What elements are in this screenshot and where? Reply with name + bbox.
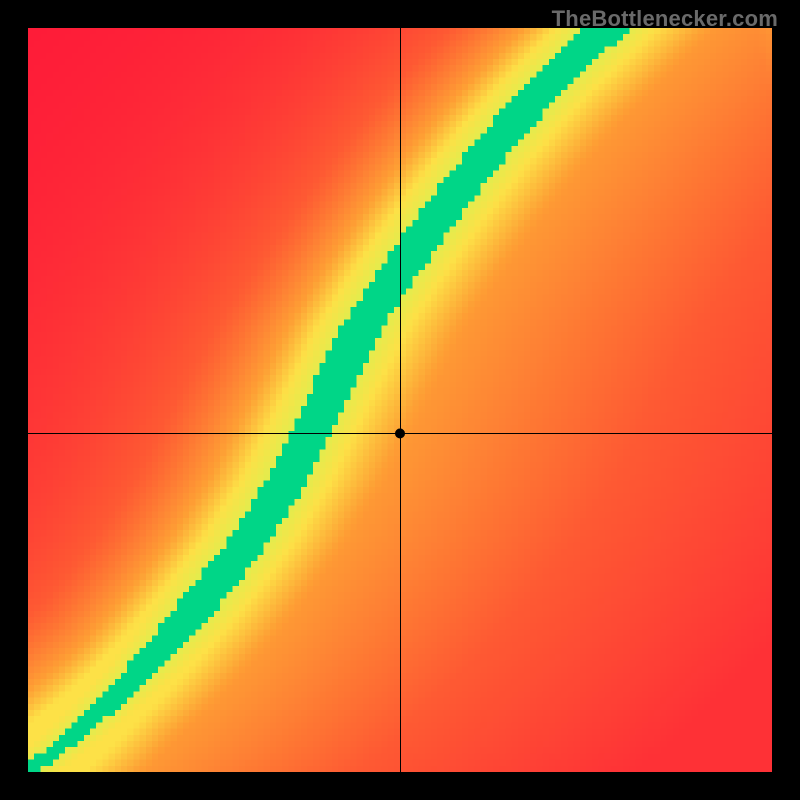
watermark-text: TheBottlenecker.com bbox=[552, 6, 778, 32]
crosshair-overlay bbox=[28, 28, 772, 772]
heatmap-plot bbox=[28, 28, 772, 772]
